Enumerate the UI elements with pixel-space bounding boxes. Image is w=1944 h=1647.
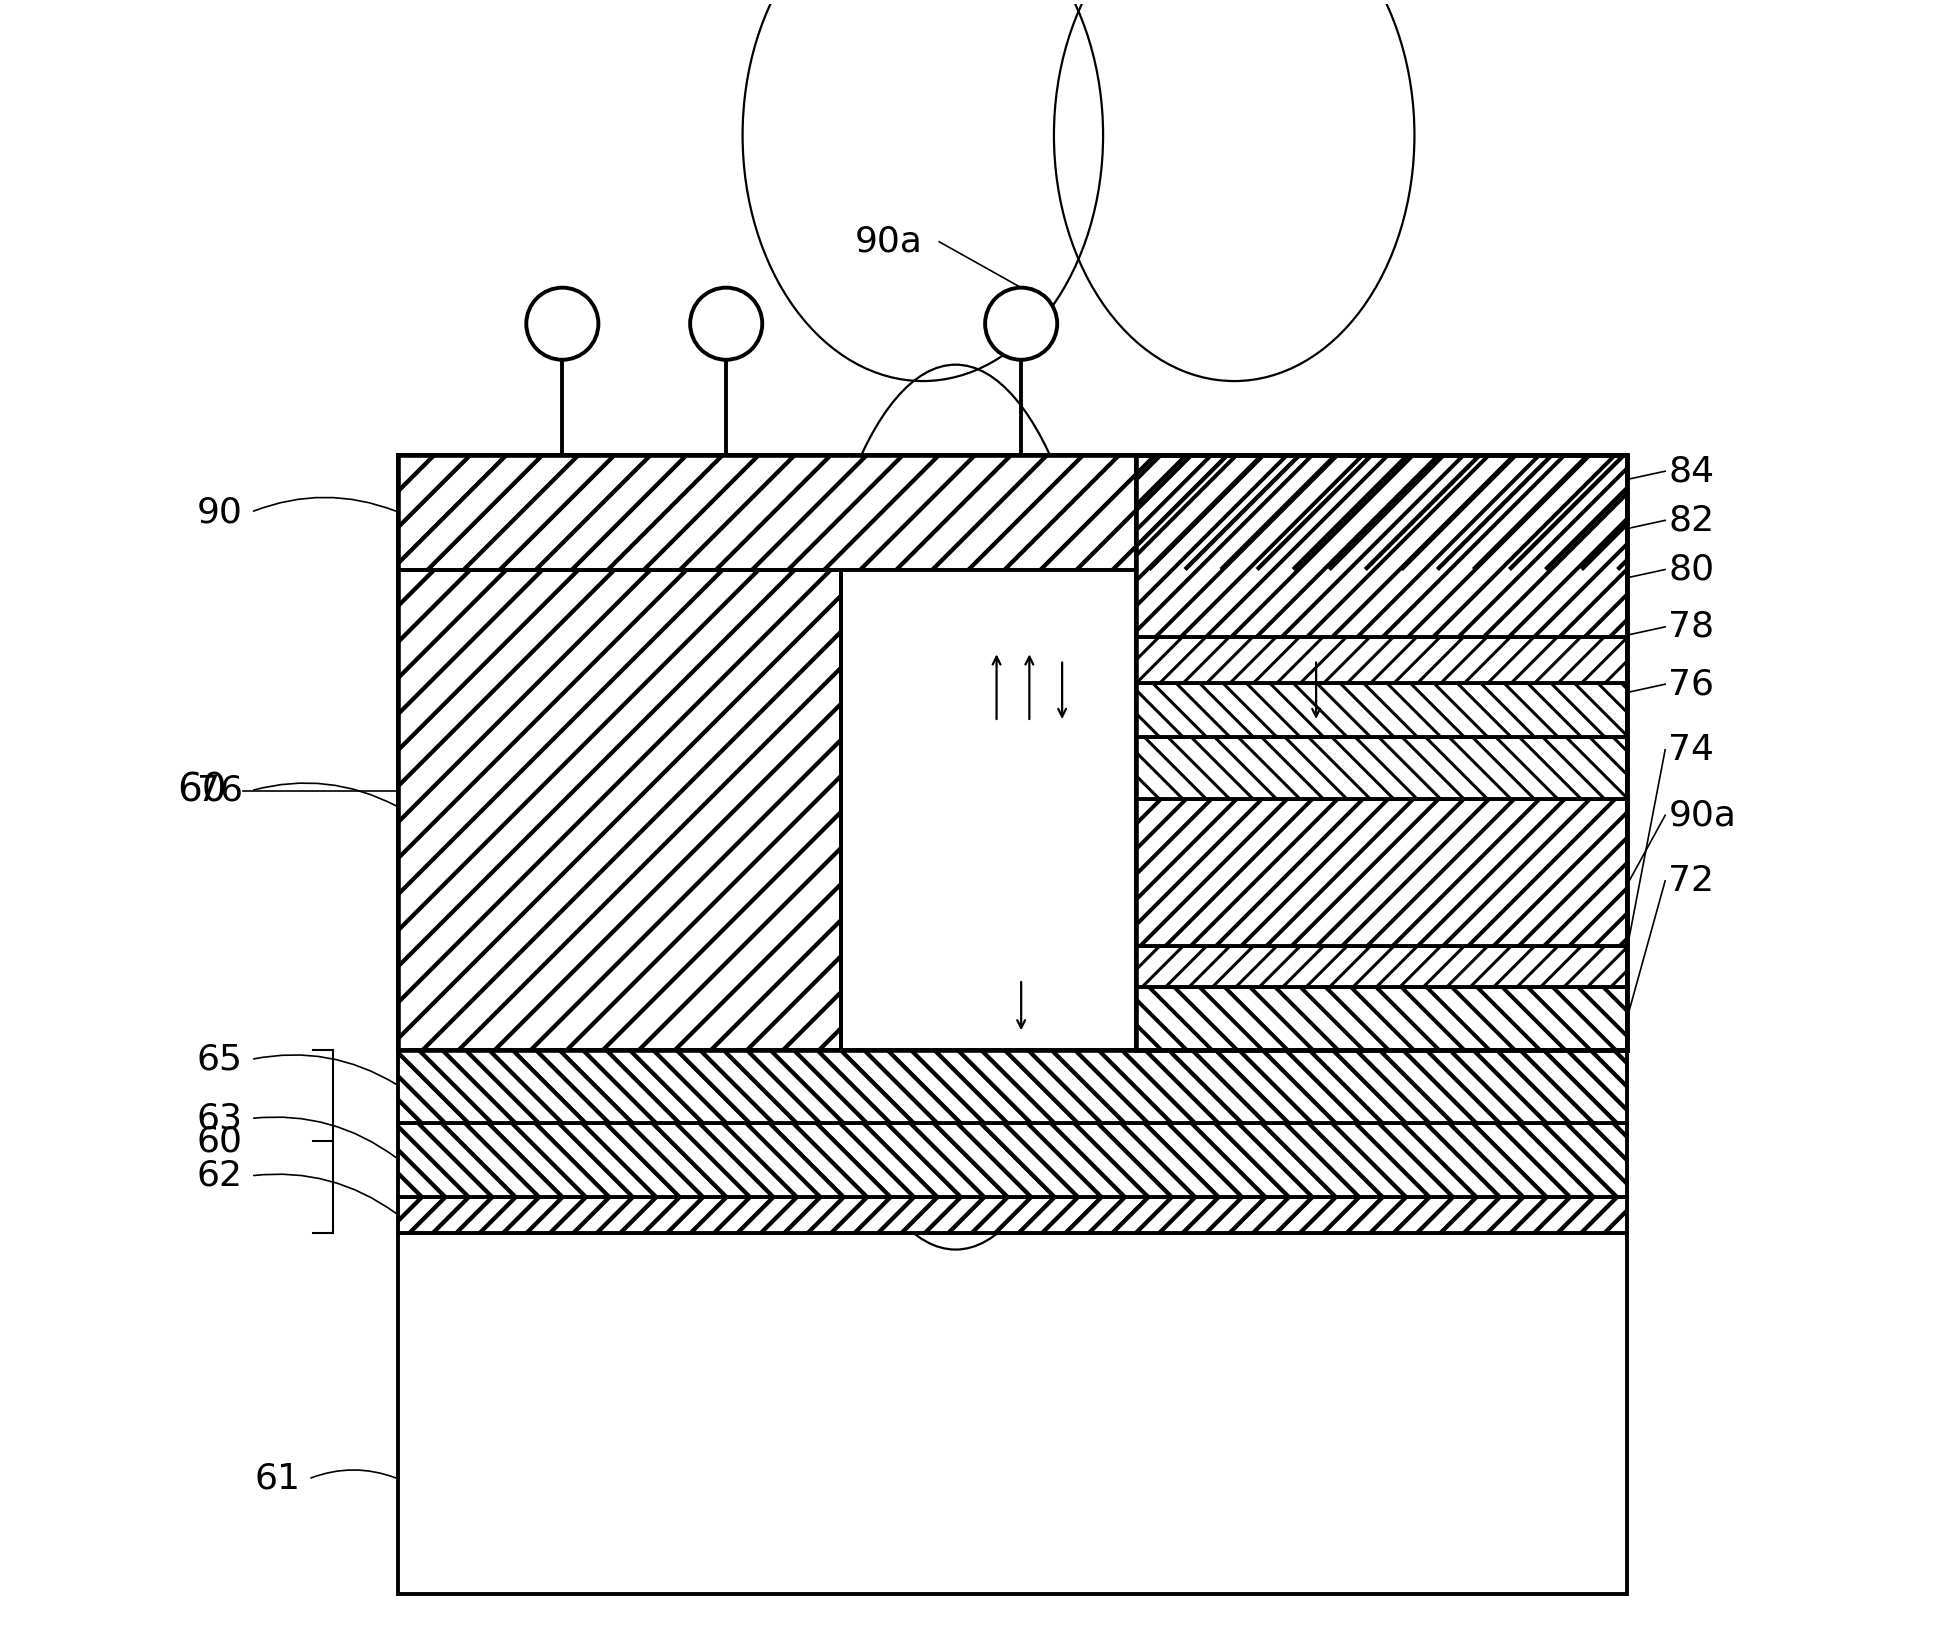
- Bar: [1135, 637, 1627, 682]
- Bar: [399, 570, 842, 1049]
- Bar: [399, 1123, 1627, 1197]
- Text: 60: 60: [196, 1125, 243, 1158]
- Text: 76: 76: [1668, 667, 1715, 702]
- Bar: [399, 1234, 1627, 1594]
- Bar: [399, 1197, 1627, 1234]
- Text: 74: 74: [1668, 733, 1715, 768]
- Bar: [1135, 682, 1627, 736]
- Bar: [1135, 987, 1627, 1049]
- Text: 82: 82: [1668, 504, 1715, 537]
- Bar: [399, 455, 1627, 1049]
- Text: 90a: 90a: [1668, 799, 1736, 832]
- Text: 62: 62: [196, 1159, 243, 1192]
- Text: 63: 63: [196, 1102, 243, 1135]
- Text: 60: 60: [177, 772, 227, 810]
- Circle shape: [690, 288, 762, 359]
- Text: 78: 78: [1668, 609, 1715, 644]
- Bar: [842, 570, 1135, 1049]
- Circle shape: [527, 288, 599, 359]
- Text: 72: 72: [1668, 865, 1715, 898]
- Bar: [1135, 455, 1627, 637]
- Text: 90a: 90a: [855, 224, 923, 259]
- Text: 61: 61: [255, 1463, 299, 1495]
- Text: 65: 65: [196, 1043, 243, 1077]
- Text: 84: 84: [1668, 455, 1715, 488]
- Bar: [399, 455, 1627, 570]
- Bar: [399, 570, 842, 1049]
- Bar: [1135, 947, 1627, 987]
- Bar: [399, 1049, 1627, 1123]
- Circle shape: [986, 288, 1058, 359]
- Bar: [1135, 736, 1627, 799]
- Text: 90: 90: [196, 496, 243, 529]
- Bar: [1135, 455, 1627, 1049]
- Text: 80: 80: [1668, 552, 1715, 586]
- Text: 76: 76: [196, 774, 243, 807]
- Bar: [1135, 799, 1627, 947]
